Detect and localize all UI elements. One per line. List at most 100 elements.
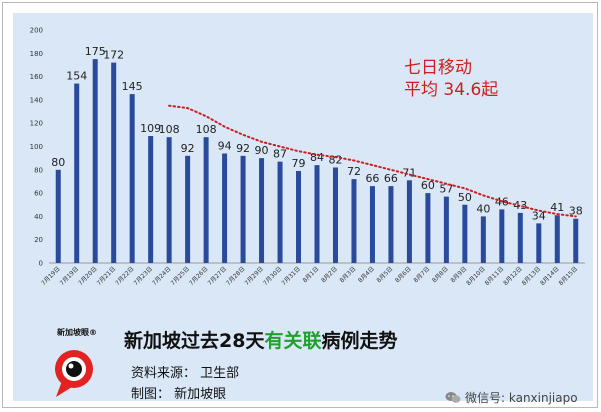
- bar: [259, 158, 265, 263]
- x-tick-label: 8月11日: [484, 265, 506, 287]
- bar-chart: 0 20 40 60 80 100 120 140 160 180 200 80 7月19日 154 7月1…: [30, 27, 585, 287]
- bar: [406, 180, 412, 263]
- bar-value-label: 108: [196, 123, 217, 136]
- bar: [517, 212, 523, 263]
- y-tick-label: 140: [30, 96, 43, 104]
- y-tick-label: 0: [39, 260, 43, 268]
- x-tick-label: 8月1日: [302, 265, 321, 284]
- caption-part-1: 新加坡过去28天: [124, 330, 265, 352]
- x-tick-label: 8月10日: [465, 265, 487, 287]
- bar-value-label: 72: [347, 165, 361, 178]
- bar: [536, 223, 542, 263]
- x-tick-label: 8月5日: [376, 265, 395, 284]
- bar-value-label: 66: [365, 172, 379, 185]
- bar: [111, 62, 117, 264]
- data-source: 资料来源： 卫生部: [131, 366, 240, 381]
- bar-value-label: 60: [421, 179, 435, 192]
- x-tick-label: 7月19日: [40, 265, 62, 287]
- bar-value-label: 40: [476, 202, 490, 215]
- bar: [129, 94, 135, 263]
- bar: [185, 155, 191, 263]
- bar: [222, 153, 228, 263]
- bar: [74, 83, 80, 263]
- bar-value-label: 79: [292, 157, 306, 170]
- bar: [314, 165, 320, 263]
- moving-average-annotation: 七日移动 平均 34.6起: [404, 57, 524, 101]
- bar-value-label: 175: [85, 45, 106, 58]
- x-tick-label: 8月8日: [431, 265, 450, 284]
- bar: [240, 155, 246, 263]
- bar-value-label: 92: [181, 142, 195, 155]
- bar: [554, 215, 560, 263]
- x-tick-label: 7月25日: [170, 265, 192, 287]
- chart-maker: 制图： 新加坡眼: [131, 387, 227, 402]
- y-tick-label: 60: [34, 190, 43, 198]
- bar-value-label: 50: [458, 191, 472, 204]
- x-tick-label: 8月6日: [394, 265, 413, 284]
- bar: [425, 193, 431, 263]
- eye-logo-icon: [55, 350, 93, 397]
- y-tick-label: 180: [30, 50, 43, 58]
- x-tick-label: 8月12日: [502, 265, 524, 287]
- x-tick-label: 8月15日: [558, 265, 580, 287]
- y-tick-label: 120: [30, 120, 43, 128]
- y-tick-label: 80: [34, 166, 43, 174]
- bar-value-label: 90: [255, 144, 269, 157]
- chart-caption: 新加坡过去28天有关联病例走势: [124, 326, 397, 353]
- bar-value-label: 109: [140, 122, 161, 135]
- bar: [332, 167, 338, 263]
- bar-value-label: 87: [273, 148, 287, 161]
- bar-value-label: 80: [51, 156, 65, 169]
- x-tick-label: 8月13日: [521, 265, 543, 287]
- y-tick-label: 100: [30, 143, 43, 151]
- x-tick-label: 7月28日: [225, 265, 247, 287]
- bar-value-label: 108: [159, 123, 180, 136]
- chart-panel: 0 20 40 60 80 100 120 140 160 180 200 80 7月19日 154 7月1…: [13, 13, 593, 405]
- bar-value-label: 34: [532, 209, 546, 222]
- x-tick-label: 7月22日: [114, 265, 136, 287]
- bar: [573, 218, 579, 263]
- bar-value-label: 154: [66, 70, 87, 83]
- y-tick-label: 160: [30, 73, 43, 81]
- bar: [499, 209, 505, 263]
- x-tick-label: 7月27日: [206, 265, 228, 287]
- annotation-line-1: 七日移动: [404, 58, 472, 78]
- x-tick-label: 7月29日: [243, 265, 265, 287]
- xinjiapoyan-logo: 新加坡眼®: [46, 327, 108, 401]
- bar: [296, 170, 302, 263]
- caption-highlight: 有关联: [264, 330, 322, 352]
- x-tick-label: 8月14日: [539, 265, 561, 287]
- bar-value-label: 71: [402, 166, 416, 179]
- x-tick-label: 8月3日: [339, 265, 358, 284]
- x-tick-label: 8月2日: [320, 265, 339, 284]
- bar-value-label: 82: [328, 153, 342, 166]
- bar-value-label: 66: [384, 172, 398, 185]
- bar-value-label: 41: [550, 201, 564, 214]
- bar-value-label: 57: [439, 183, 453, 196]
- bar: [369, 186, 375, 263]
- y-tick-label: 200: [30, 27, 43, 35]
- bar: [92, 59, 98, 263]
- y-tick-label: 20: [34, 236, 43, 244]
- bar: [480, 216, 486, 263]
- bar-value-label: 92: [236, 142, 250, 155]
- wechat-id-text: 微信号: kanxinjiapo: [465, 391, 578, 405]
- bar-value-label: 94: [218, 139, 232, 152]
- x-tick-label: 7月21日: [96, 265, 118, 287]
- x-tick-label: 7月20日: [77, 265, 99, 287]
- x-tick-label: 7月31日: [280, 265, 302, 287]
- x-tick-label: 7月26日: [188, 265, 210, 287]
- bar: [462, 204, 468, 263]
- logo-text: 新加坡眼®: [57, 328, 97, 337]
- bar: [277, 161, 283, 263]
- x-tick-label: 7月23日: [133, 265, 155, 287]
- bar-value-label: 172: [103, 49, 124, 62]
- bar-value-label: 43: [513, 199, 527, 212]
- y-tick-label: 40: [34, 213, 43, 221]
- bar: [351, 179, 357, 263]
- bar: [443, 196, 449, 263]
- x-tick-label: 8月4日: [357, 265, 376, 284]
- bar-value-label: 38: [569, 205, 583, 218]
- bar-value-label: 84: [310, 151, 324, 164]
- caption-part-3: 病例走势: [321, 330, 398, 352]
